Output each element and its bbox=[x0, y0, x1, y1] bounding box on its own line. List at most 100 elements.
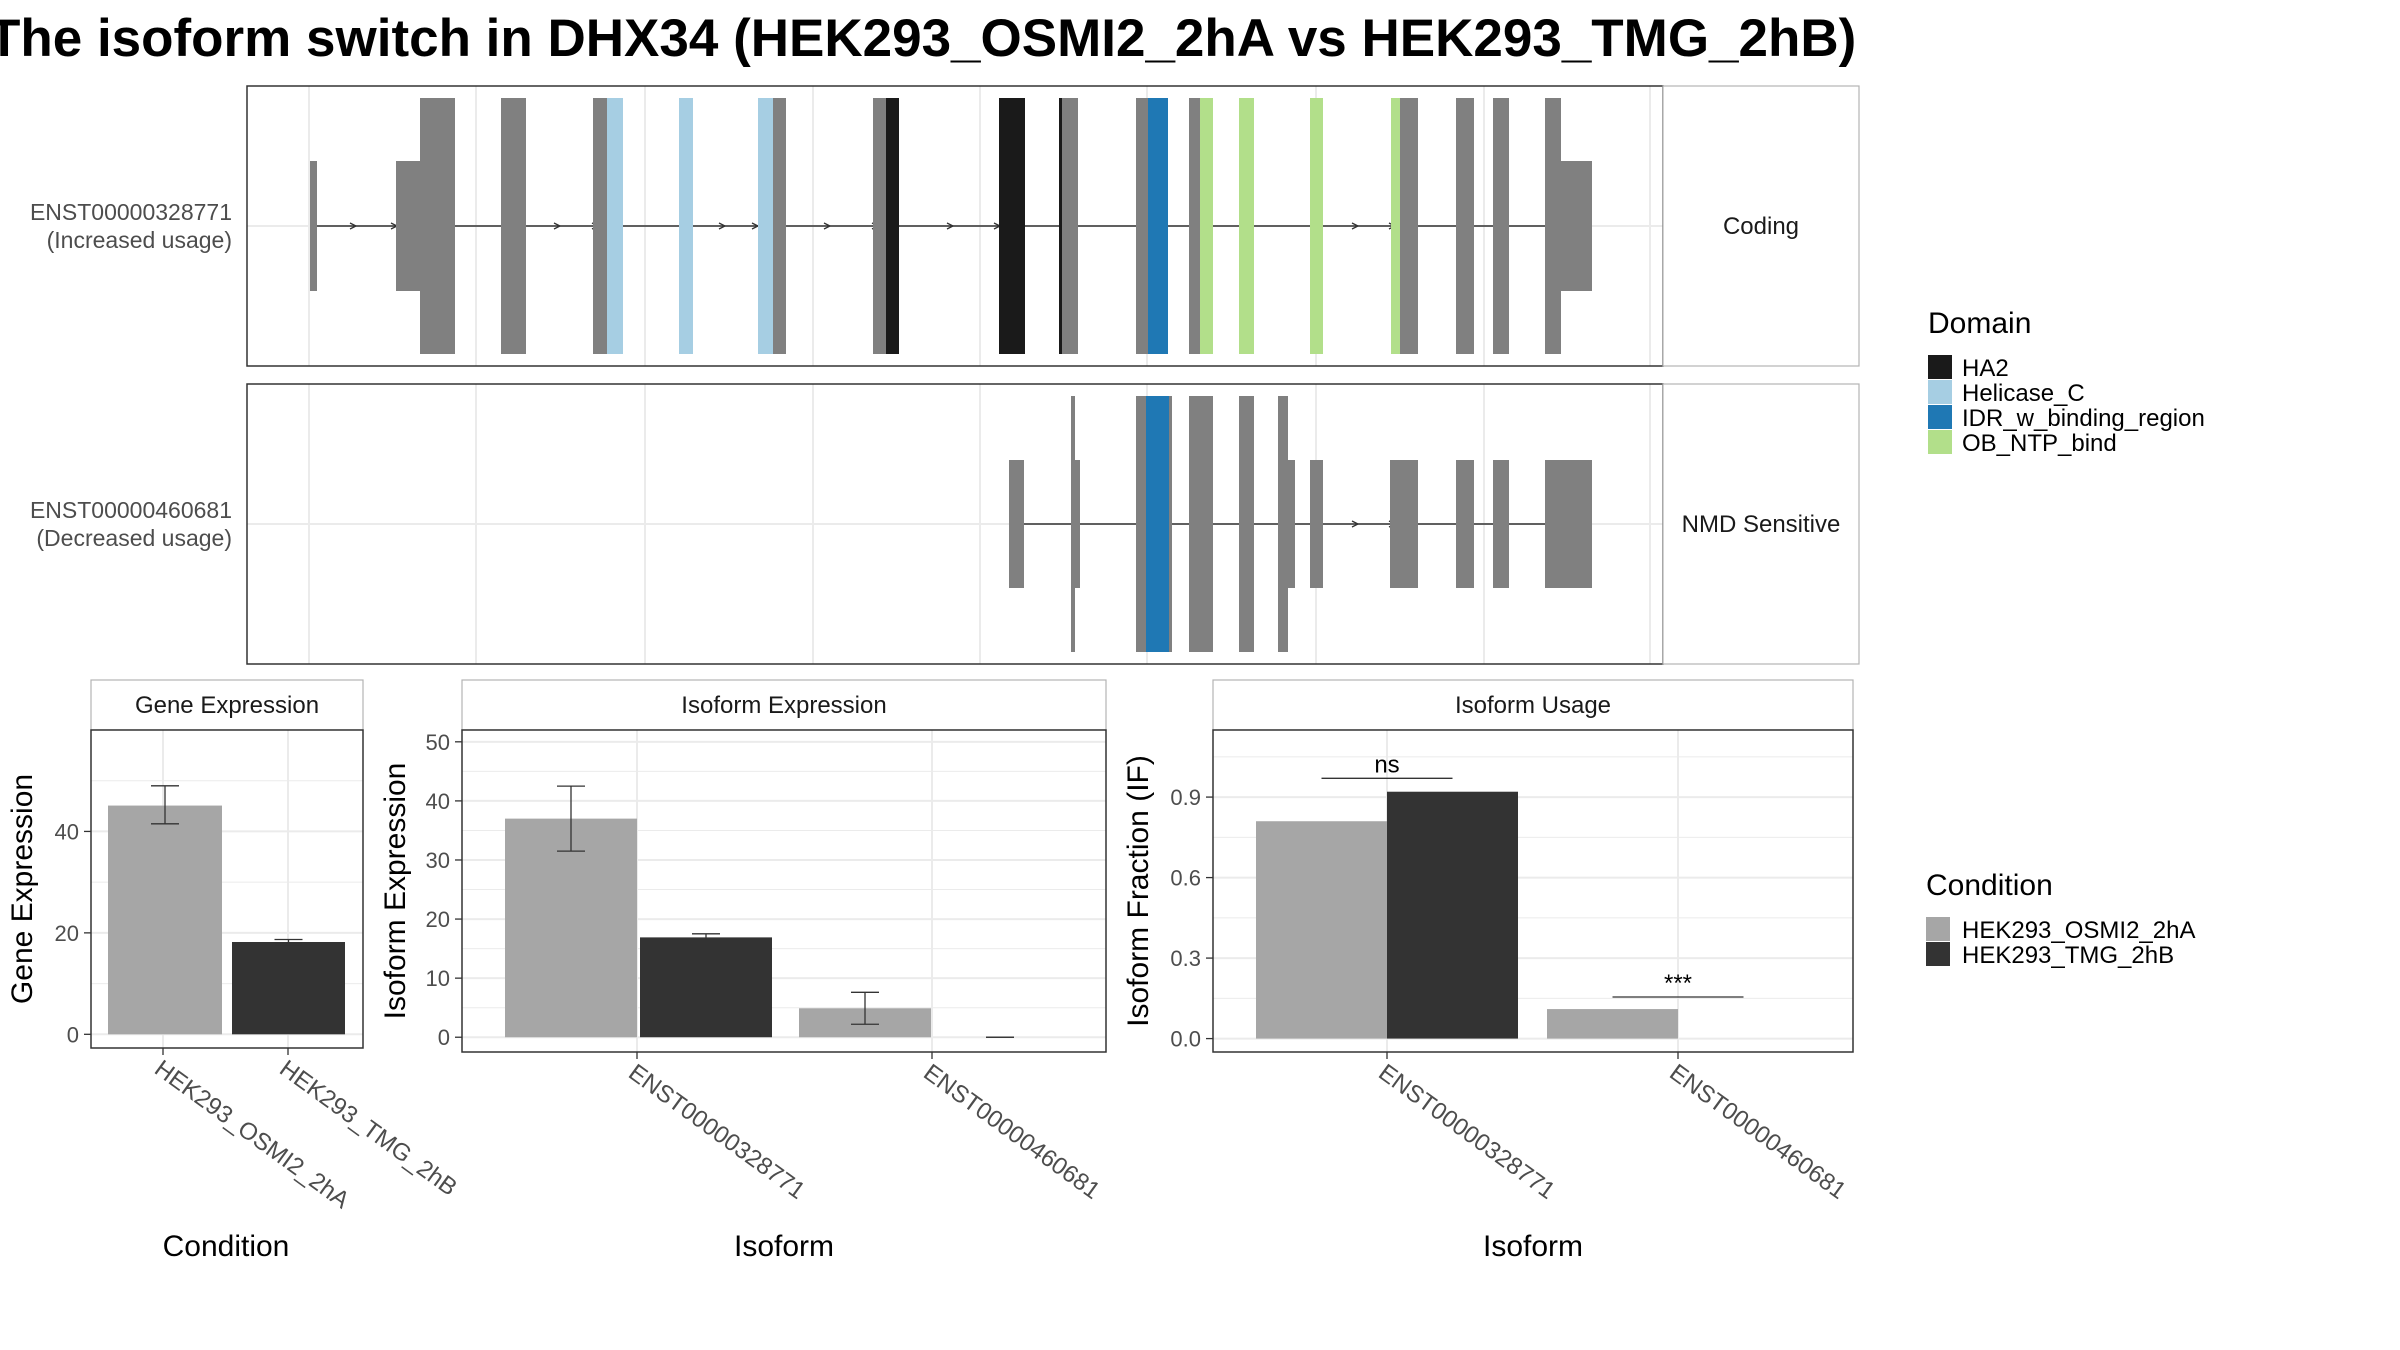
exon-23 bbox=[1493, 98, 1509, 354]
isoform_expression-ytick-label-1: 10 bbox=[426, 966, 450, 991]
intron-arrow-8 bbox=[946, 222, 955, 230]
exon-1 bbox=[396, 161, 420, 291]
isoform_expression-strip-label: Isoform Expression bbox=[681, 692, 886, 719]
isoform_expression-bar-0 bbox=[505, 818, 637, 1038]
gene_expression-ytick-label-0: 0 bbox=[67, 1022, 79, 1047]
legend-label-Helicase_C: Helicase_C bbox=[1962, 380, 2085, 407]
isoform_expression-ytick-label-0: 0 bbox=[438, 1025, 450, 1050]
intron-arrow-0 bbox=[349, 222, 358, 230]
legend-label-OB_NTP_bind: OB_NTP_bind bbox=[1962, 430, 2117, 457]
exon-25 bbox=[1561, 161, 1592, 291]
intron-arrow-2 bbox=[553, 222, 562, 230]
isoform-usage-chart: Isoform Usage ns *** 0.0 0.3 0.6 0.9 ENST000003… bbox=[1122, 679, 1854, 1263]
domain-Helicase_C-5 bbox=[607, 98, 623, 354]
exon-9 bbox=[873, 98, 886, 354]
gene_expression-bar-0 bbox=[108, 805, 222, 1035]
domain-IDR_w_binding_region-15 bbox=[1148, 98, 1168, 354]
gene_expression-ytick-label-2: 40 bbox=[55, 819, 79, 844]
main-title: The isoform switch in DHX34 (HEK293_OSMI… bbox=[0, 9, 1857, 68]
exon-24 bbox=[1545, 98, 1561, 354]
gene_expression-ytick-label-1: 20 bbox=[55, 921, 79, 946]
domain-HA2-10 bbox=[886, 98, 899, 354]
exon-16 bbox=[1189, 98, 1200, 354]
isoform_usage-ytick-label-3: 0.9 bbox=[1170, 785, 1201, 810]
track-ENST00000460681 bbox=[1009, 396, 1592, 652]
facet-strip-nmd bbox=[1662, 383, 1860, 665]
isoform_usage-xtick-label-1: ENST00000460681 bbox=[1664, 1059, 1850, 1205]
exon-22 bbox=[1456, 98, 1474, 354]
isoform_expression-ytick-label-3: 30 bbox=[426, 848, 450, 873]
exon-6 bbox=[1189, 396, 1213, 652]
isoform_expression-ylabel: Isoform Expression bbox=[379, 763, 412, 1020]
legend-label-IDR_w_binding_region: IDR_w_binding_region bbox=[1962, 405, 2205, 432]
track2-label-usage: (Decreased usage) bbox=[36, 525, 232, 551]
isoform_usage-bar-0 bbox=[1256, 821, 1387, 1039]
legend-swatch-OB_NTP_bind bbox=[1928, 430, 1952, 454]
isoform_usage-signif-label-1: *** bbox=[1664, 970, 1692, 997]
track-ENST00000328771 bbox=[310, 98, 1592, 354]
isoform_expression-errorbar-2 bbox=[851, 991, 879, 1025]
isoform_expression-ytick-label-5: 50 bbox=[426, 730, 450, 755]
gene-expression-chart: Gene Expression02040HEK293_OSMI2_2hAHEK2… bbox=[6, 679, 462, 1263]
isoform-expression-chart: Isoform Expression 0 10 20 30 40 50 ENST0000032… bbox=[379, 679, 1107, 1263]
domain-OB_NTP_bind-20 bbox=[1391, 98, 1400, 354]
domain-OB_NTP_bind-18 bbox=[1239, 98, 1254, 354]
exon-7 bbox=[1239, 396, 1254, 652]
isoform_usage-signif-label-0: ns bbox=[1374, 751, 1399, 778]
gene_expression-ylabel: Gene Expression bbox=[6, 774, 39, 1004]
exon-14 bbox=[1545, 460, 1592, 588]
isoform_expression-ytick-label-4: 40 bbox=[426, 789, 450, 814]
isoform_expression-errorbar-1 bbox=[692, 933, 720, 941]
legend-swatch-cond-b bbox=[1926, 942, 1950, 966]
domain-HA2-12 bbox=[1059, 98, 1062, 354]
exon-1 bbox=[1071, 396, 1075, 652]
legend-label-cond-b: HEK293_TMG_2hB bbox=[1962, 942, 2174, 969]
isoform_usage-strip bbox=[1212, 679, 1854, 731]
isoform_usage-xlabel: Isoform bbox=[1483, 1230, 1583, 1263]
legend-swatch-HA2 bbox=[1928, 355, 1952, 379]
track1-label-usage: (Increased usage) bbox=[47, 227, 232, 253]
gene_expression-bar-1 bbox=[232, 942, 345, 1035]
gene_expression-errorbar-0 bbox=[151, 785, 179, 825]
legend-swatch-IDR_w_binding_region bbox=[1928, 405, 1952, 429]
isoform_expression-xtick-label-1: ENST00000460681 bbox=[918, 1059, 1104, 1205]
isoform_usage-ytick-label-1: 0.3 bbox=[1170, 946, 1201, 971]
exon-11 bbox=[1390, 460, 1418, 588]
legend-swatch-Helicase_C bbox=[1928, 380, 1952, 404]
isoform_expression-ytick-label-2: 20 bbox=[426, 907, 450, 932]
exon-2 bbox=[420, 98, 455, 354]
isoform_expression-strip bbox=[461, 679, 1107, 731]
isoform_usage-ytick-label-0: 0.0 bbox=[1170, 1027, 1201, 1052]
track1-label-id: ENST00000328771 bbox=[30, 199, 232, 225]
isoform_expression-border bbox=[461, 729, 1107, 1053]
gene_expression-errorbar-1 bbox=[274, 938, 303, 946]
legend-swatch-cond-a bbox=[1926, 917, 1950, 941]
facet-strip-coding bbox=[1662, 85, 1860, 367]
domain-IDR_w_binding_region-4 bbox=[1146, 396, 1169, 652]
exon-12 bbox=[1456, 460, 1474, 588]
exon-3 bbox=[1136, 396, 1146, 652]
intron-arrow-0 bbox=[1351, 520, 1360, 528]
exon-4 bbox=[593, 98, 607, 354]
exon-3 bbox=[501, 98, 526, 354]
gene_expression-xlabel: Condition bbox=[163, 1230, 290, 1263]
isoform_usage-bar-2 bbox=[1547, 1009, 1678, 1039]
domain-Helicase_C-7 bbox=[758, 98, 773, 354]
facet-label-nmd: NMD Sensitive bbox=[1682, 511, 1841, 538]
exon-13 bbox=[1062, 98, 1078, 354]
isoform_usage-border bbox=[1212, 729, 1854, 1053]
isoform_usage-bar-1 bbox=[1387, 791, 1518, 1039]
isoform_usage-xtick-label-0: ENST00000328771 bbox=[1373, 1059, 1559, 1205]
exon-21 bbox=[1400, 98, 1418, 354]
isoform_usage-ytick-label-2: 0.6 bbox=[1170, 866, 1201, 891]
legend-label-HA2: HA2 bbox=[1962, 355, 2009, 382]
exon-2 bbox=[1075, 460, 1080, 588]
domain-legend-title: Domain bbox=[1928, 307, 2031, 340]
domain-legend: Domain HA2 Helicase_C IDR_w_binding_regi… bbox=[1928, 307, 2205, 457]
domain-Helicase_C-6 bbox=[679, 98, 693, 354]
exon-10 bbox=[1310, 460, 1323, 588]
exon-5 bbox=[1169, 396, 1172, 652]
transcript-structure-plot: Coding NMD Sensitive ENST00000328771 (In… bbox=[30, 85, 1860, 665]
exon-0 bbox=[310, 161, 317, 291]
track2-label-id: ENST00000460681 bbox=[30, 497, 232, 523]
